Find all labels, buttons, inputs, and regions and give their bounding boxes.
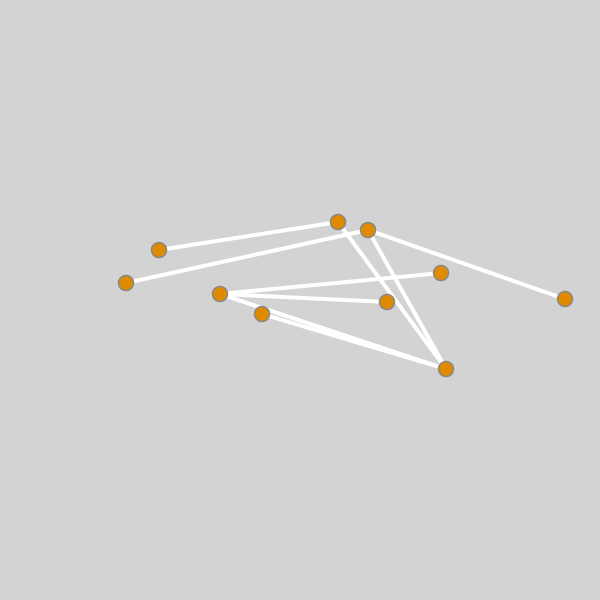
edge-n4-n10 xyxy=(366,228,567,301)
node-n9[interactable] xyxy=(437,360,455,378)
edge-n7-n9 xyxy=(260,312,448,371)
node-n4[interactable] xyxy=(359,221,377,239)
edge-n5-n6 xyxy=(218,292,389,304)
edge-layer xyxy=(124,220,567,371)
node-n1[interactable] xyxy=(117,274,135,292)
node-n8[interactable] xyxy=(432,264,450,282)
node-n7[interactable] xyxy=(253,305,271,323)
edge-n4-n9 xyxy=(366,228,448,371)
node-n3[interactable] xyxy=(329,213,347,231)
node-n10[interactable] xyxy=(556,290,574,308)
edge-n5-n8 xyxy=(218,271,443,296)
node-n6[interactable] xyxy=(378,293,396,311)
node-layer xyxy=(117,213,574,378)
node-n5[interactable] xyxy=(211,285,229,303)
node-n2[interactable] xyxy=(150,241,168,259)
edge-n1-n4 xyxy=(124,228,370,285)
edge-n2-n3 xyxy=(157,220,340,252)
